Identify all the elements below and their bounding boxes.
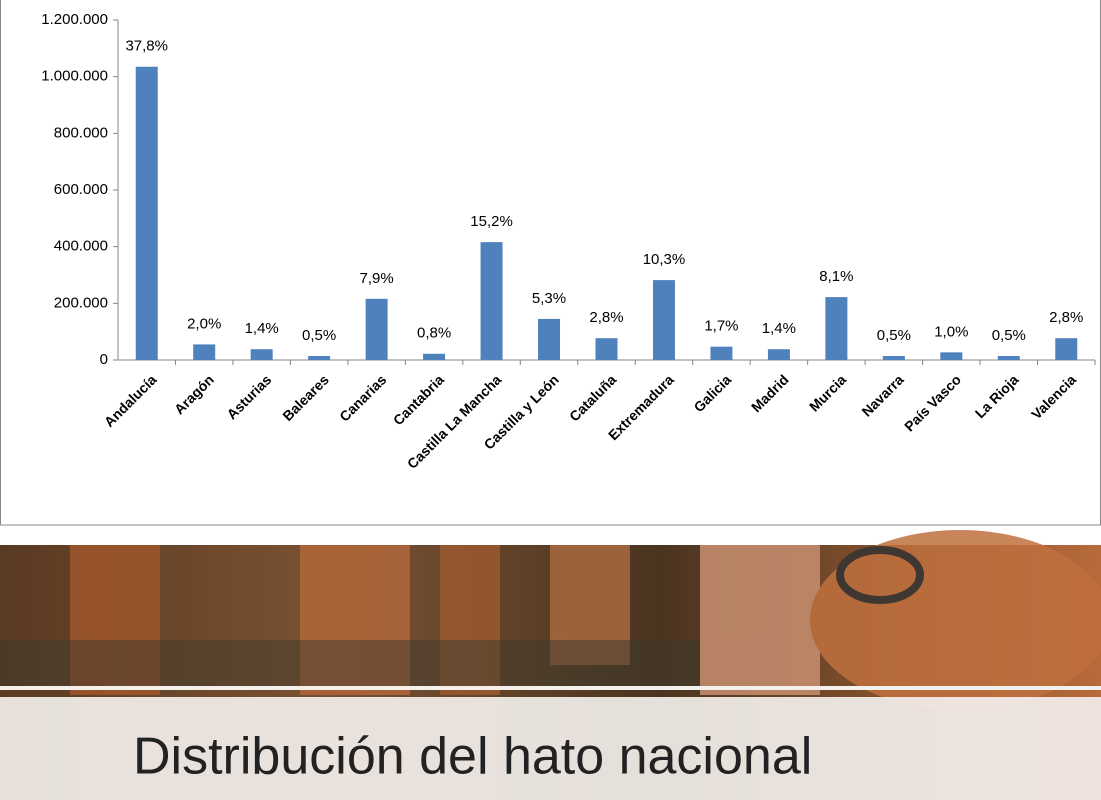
value-label: 10,3% [643,251,686,268]
value-label: 0,5% [992,327,1026,344]
value-label: 2,8% [589,309,623,326]
value-label: 1,4% [245,320,279,337]
value-label: 15,2% [470,213,513,230]
bar [135,66,158,360]
y-tick-label: 400.000 [54,238,108,255]
value-label: 0,5% [877,327,911,344]
slide-title: Distribución del hato nacional [133,728,812,786]
divider [0,686,1101,690]
bar [997,356,1020,360]
bar [193,344,216,360]
bar [767,349,790,360]
bar [710,346,733,360]
y-tick-label: 200.000 [54,294,108,311]
bar [480,242,503,360]
y-tick-label: 0 [100,351,108,368]
bar [423,353,446,360]
y-tick-label: 1.200.000 [41,11,108,28]
value-label: 37,8% [125,38,168,55]
value-label: 7,9% [360,270,394,287]
bar [308,356,331,360]
bar [652,280,675,360]
bar [250,349,273,360]
y-tick-label: 800.000 [54,124,108,141]
value-label: 2,0% [187,315,221,332]
value-label: 0,8% [417,325,451,342]
bar [882,356,905,360]
value-label: 2,8% [1049,309,1083,326]
bar [538,318,561,360]
value-label: 8,1% [819,268,853,285]
bar [940,352,963,360]
value-label: 1,7% [704,318,738,335]
y-tick-label: 1.000.000 [41,68,108,85]
bar [595,338,618,360]
bar [825,297,848,360]
chart-frame [0,0,1101,526]
value-label: 1,0% [934,323,968,340]
y-tick-label: 600.000 [54,181,108,198]
value-label: 1,4% [762,320,796,337]
value-label: 0,5% [302,327,336,344]
title-band [0,697,1101,800]
value-label: 5,3% [532,290,566,307]
photo-shapes [0,530,1101,710]
bar [1055,338,1078,360]
bar [365,298,388,360]
